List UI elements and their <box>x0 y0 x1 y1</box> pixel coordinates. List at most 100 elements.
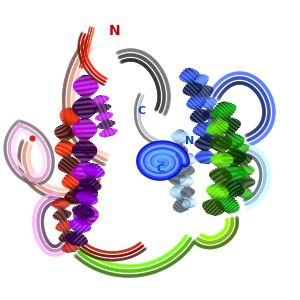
Polygon shape <box>73 213 99 215</box>
Polygon shape <box>200 151 211 152</box>
Polygon shape <box>212 170 230 174</box>
Polygon shape <box>232 147 250 153</box>
Polygon shape <box>181 76 199 81</box>
Polygon shape <box>59 138 70 140</box>
Polygon shape <box>180 208 189 213</box>
Polygon shape <box>76 194 98 201</box>
Polygon shape <box>219 139 245 145</box>
Polygon shape <box>173 170 181 171</box>
Polygon shape <box>220 117 233 122</box>
Polygon shape <box>72 148 97 149</box>
Polygon shape <box>94 107 111 112</box>
Polygon shape <box>62 124 71 128</box>
Polygon shape <box>181 193 195 196</box>
Polygon shape <box>78 205 91 209</box>
Polygon shape <box>193 75 207 83</box>
Polygon shape <box>178 129 184 131</box>
Polygon shape <box>72 193 98 195</box>
Polygon shape <box>76 157 93 158</box>
Polygon shape <box>66 170 75 174</box>
Polygon shape <box>64 173 78 178</box>
Polygon shape <box>69 202 82 203</box>
Polygon shape <box>78 201 93 203</box>
Polygon shape <box>209 185 228 190</box>
Polygon shape <box>182 201 197 206</box>
Polygon shape <box>78 115 92 117</box>
Polygon shape <box>190 110 208 116</box>
Polygon shape <box>200 136 208 138</box>
Polygon shape <box>217 152 226 153</box>
Polygon shape <box>213 169 229 172</box>
Polygon shape <box>185 204 196 208</box>
Polygon shape <box>201 98 214 102</box>
Polygon shape <box>203 115 219 118</box>
Polygon shape <box>59 234 77 241</box>
Polygon shape <box>102 128 112 131</box>
Polygon shape <box>169 150 188 153</box>
Polygon shape <box>205 109 215 112</box>
Polygon shape <box>178 207 190 213</box>
Polygon shape <box>220 136 242 141</box>
Polygon shape <box>209 174 232 178</box>
Polygon shape <box>223 159 245 162</box>
Polygon shape <box>190 112 210 118</box>
Polygon shape <box>185 154 195 158</box>
Polygon shape <box>184 195 193 198</box>
Polygon shape <box>235 189 253 195</box>
Polygon shape <box>55 222 74 228</box>
Polygon shape <box>72 169 97 171</box>
Polygon shape <box>189 95 201 100</box>
Polygon shape <box>206 124 229 132</box>
Polygon shape <box>238 172 253 175</box>
Polygon shape <box>223 175 245 178</box>
Polygon shape <box>172 159 184 161</box>
Polygon shape <box>74 82 98 84</box>
Polygon shape <box>198 160 212 163</box>
Polygon shape <box>87 164 102 169</box>
Polygon shape <box>209 195 223 200</box>
Polygon shape <box>94 104 109 109</box>
Polygon shape <box>173 140 187 142</box>
Polygon shape <box>67 240 85 245</box>
Polygon shape <box>81 139 88 140</box>
Polygon shape <box>210 171 232 175</box>
Polygon shape <box>215 198 240 209</box>
Polygon shape <box>95 103 107 107</box>
Polygon shape <box>79 140 90 142</box>
Polygon shape <box>70 188 78 190</box>
Polygon shape <box>99 111 107 114</box>
Polygon shape <box>236 182 255 184</box>
Polygon shape <box>73 105 98 107</box>
Polygon shape <box>210 139 232 144</box>
Polygon shape <box>187 82 196 85</box>
Polygon shape <box>76 100 94 102</box>
Polygon shape <box>84 166 105 172</box>
Polygon shape <box>208 194 225 199</box>
Polygon shape <box>81 179 101 185</box>
Polygon shape <box>74 144 94 145</box>
Polygon shape <box>219 187 244 194</box>
Polygon shape <box>199 83 207 87</box>
Polygon shape <box>218 150 226 152</box>
Polygon shape <box>168 164 187 166</box>
Polygon shape <box>181 172 194 174</box>
Polygon shape <box>77 142 92 143</box>
Polygon shape <box>82 96 89 98</box>
Polygon shape <box>65 241 74 244</box>
Polygon shape <box>74 88 98 91</box>
Polygon shape <box>220 115 231 120</box>
Polygon shape <box>209 175 232 179</box>
Polygon shape <box>72 192 98 194</box>
Polygon shape <box>194 130 212 134</box>
Polygon shape <box>101 119 110 123</box>
Polygon shape <box>236 170 255 173</box>
Polygon shape <box>204 116 218 119</box>
Polygon shape <box>55 134 75 136</box>
Polygon shape <box>61 246 80 251</box>
Polygon shape <box>211 138 230 142</box>
Polygon shape <box>56 199 66 200</box>
Polygon shape <box>72 151 98 152</box>
Polygon shape <box>170 148 188 151</box>
Polygon shape <box>194 74 205 81</box>
Polygon shape <box>206 107 213 109</box>
